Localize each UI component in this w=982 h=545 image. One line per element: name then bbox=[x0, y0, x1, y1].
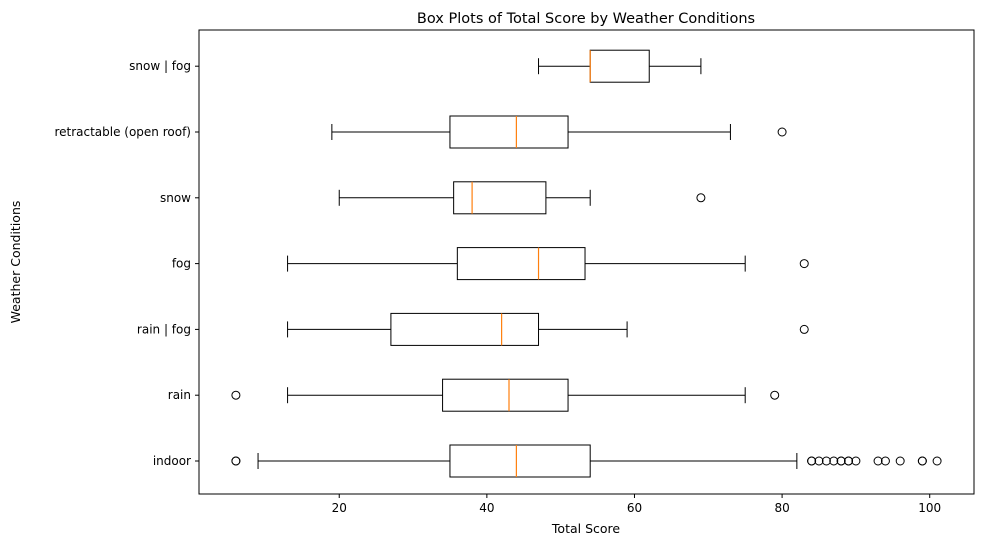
iqr-box bbox=[449, 444, 591, 478]
outlier-point bbox=[917, 456, 927, 466]
boxes-layer bbox=[231, 49, 942, 478]
outlier-point bbox=[880, 456, 890, 466]
iqr-box bbox=[442, 378, 569, 412]
chart-title: Box Plots of Total Score by Weather Cond… bbox=[417, 11, 755, 27]
y-tick-label: fog bbox=[172, 257, 191, 271]
box-snow-fog bbox=[538, 49, 702, 83]
x-tick-label: 60 bbox=[627, 501, 642, 515]
box-retractable-open-roof bbox=[331, 115, 787, 149]
outlier-point bbox=[696, 193, 706, 203]
iqr-box bbox=[390, 312, 540, 346]
x-tick-label: 80 bbox=[774, 501, 789, 515]
iqr-box bbox=[449, 115, 569, 149]
box-snow bbox=[338, 181, 706, 215]
x-tick-label: 100 bbox=[918, 501, 941, 515]
plot-area bbox=[198, 29, 975, 495]
y-tick-label: rain | fog bbox=[137, 322, 191, 336]
iqr-box bbox=[589, 49, 650, 83]
x-tick-label: 20 bbox=[332, 501, 347, 515]
x-axis-label: Total Score bbox=[551, 521, 620, 536]
outlier-point bbox=[231, 456, 241, 466]
outlier-point bbox=[851, 456, 861, 466]
outlier-point bbox=[836, 456, 846, 466]
outlier-point bbox=[895, 456, 905, 466]
outlier-point bbox=[844, 456, 854, 466]
x-axis: 20 40 60 80 100 bbox=[332, 494, 941, 515]
y-tick-label: rain bbox=[168, 388, 191, 402]
outlier-point bbox=[814, 456, 824, 466]
y-tick-label: retractable (open roof) bbox=[54, 125, 191, 139]
outlier-point bbox=[807, 456, 817, 466]
y-tick-label: snow | fog bbox=[129, 59, 191, 73]
outlier-point bbox=[777, 127, 787, 137]
box-rain bbox=[231, 378, 780, 412]
x-tick-label: 40 bbox=[479, 501, 494, 515]
box-rain-fog bbox=[287, 312, 809, 346]
iqr-box bbox=[456, 247, 586, 281]
iqr-box bbox=[453, 181, 547, 215]
outlier-point bbox=[231, 390, 241, 400]
outlier-point bbox=[821, 456, 831, 466]
box-fog bbox=[287, 247, 809, 281]
outlier-point bbox=[873, 456, 883, 466]
y-axis-label: Weather Conditions bbox=[8, 201, 23, 324]
box-indoor bbox=[231, 444, 942, 478]
outlier-point bbox=[799, 259, 809, 269]
outlier-point bbox=[829, 456, 839, 466]
y-tick-label: indoor bbox=[153, 454, 191, 468]
outlier-point bbox=[770, 390, 780, 400]
outlier-point bbox=[932, 456, 942, 466]
y-tick-label: snow bbox=[160, 191, 191, 205]
y-axis: indoor rain rain | fog fog snow retractable (… bbox=[54, 59, 199, 468]
outlier-point bbox=[799, 324, 809, 334]
